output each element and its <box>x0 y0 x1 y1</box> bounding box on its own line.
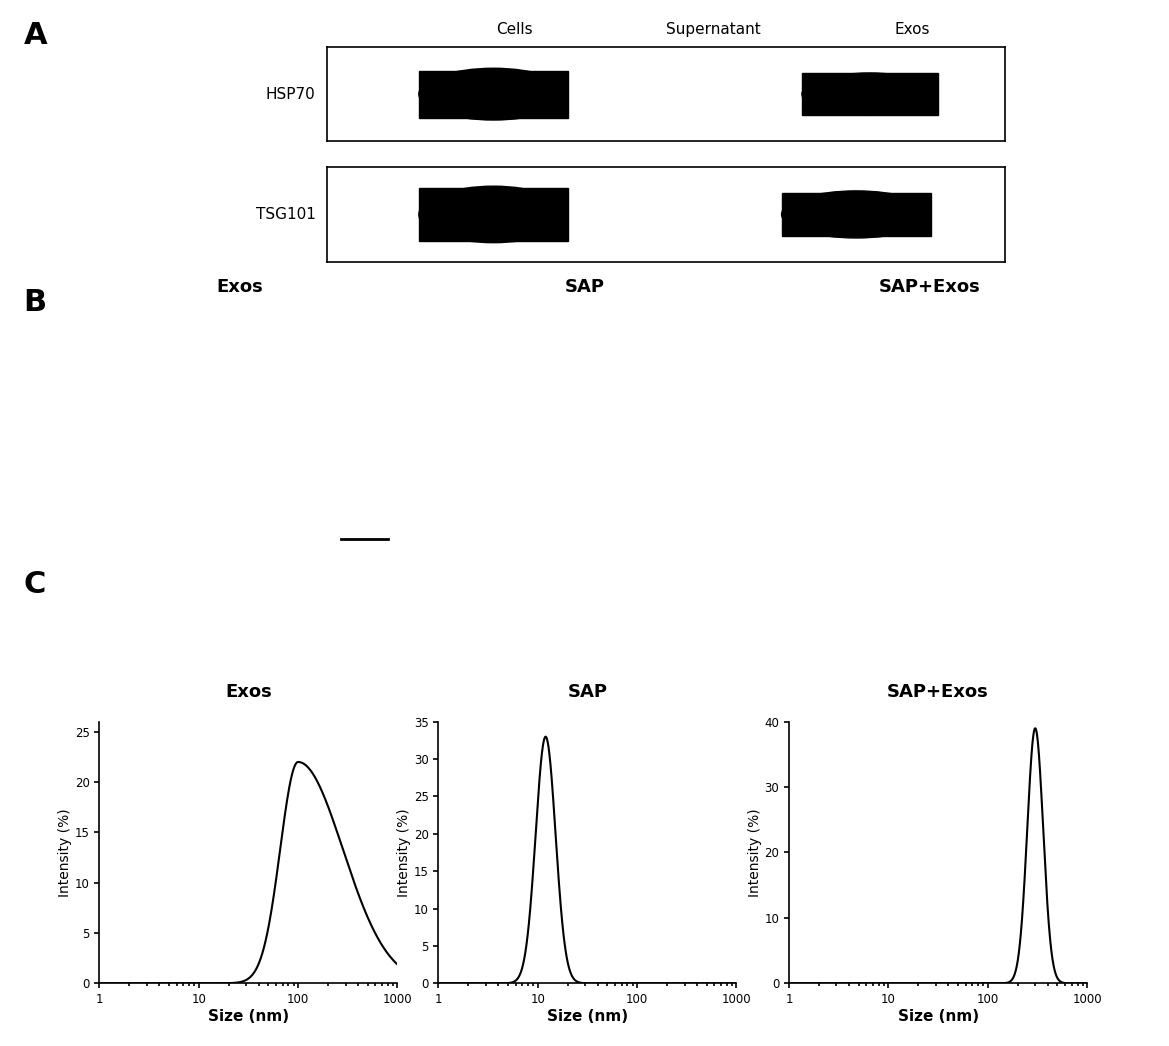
Text: SAP: SAP <box>567 683 608 701</box>
Text: A: A <box>23 21 47 50</box>
Bar <box>782 192 931 236</box>
Ellipse shape <box>802 73 938 115</box>
Y-axis label: Intensity (%): Intensity (%) <box>397 809 411 896</box>
Bar <box>419 71 568 118</box>
Bar <box>802 73 938 115</box>
Ellipse shape <box>195 513 253 537</box>
Ellipse shape <box>69 492 145 538</box>
X-axis label: Size (nm): Size (nm) <box>547 1008 628 1024</box>
Text: B: B <box>23 288 47 317</box>
Ellipse shape <box>186 380 249 434</box>
Bar <box>419 188 568 241</box>
Text: SAP+Exos: SAP+Exos <box>887 683 989 701</box>
Ellipse shape <box>104 511 198 548</box>
Ellipse shape <box>419 186 568 243</box>
Text: TSG101: TSG101 <box>256 207 316 222</box>
Text: Exos: Exos <box>216 278 263 296</box>
Ellipse shape <box>256 522 299 543</box>
Text: HSP70: HSP70 <box>265 87 316 101</box>
Text: SAP: SAP <box>565 278 604 296</box>
Text: Supernatant: Supernatant <box>665 22 761 37</box>
Text: SAP+Exos: SAP+Exos <box>878 278 981 296</box>
Text: Cells: Cells <box>496 22 533 37</box>
Text: Exos: Exos <box>226 683 271 701</box>
Y-axis label: Intensity (%): Intensity (%) <box>58 809 72 896</box>
Text: Exos: Exos <box>894 22 929 37</box>
Y-axis label: Intensity (%): Intensity (%) <box>748 809 762 896</box>
Ellipse shape <box>75 465 120 510</box>
X-axis label: Size (nm): Size (nm) <box>898 1008 978 1024</box>
Ellipse shape <box>312 516 344 533</box>
Ellipse shape <box>782 191 931 238</box>
Bar <box>82 402 104 549</box>
Text: C: C <box>23 570 46 599</box>
Ellipse shape <box>419 68 568 120</box>
Ellipse shape <box>984 439 1001 452</box>
X-axis label: Size (nm): Size (nm) <box>208 1008 289 1024</box>
